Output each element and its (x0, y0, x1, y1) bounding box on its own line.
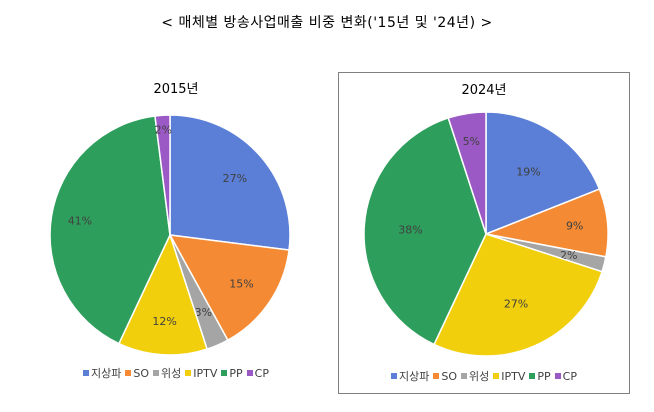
chart-title: < 매체별 방송사업매출 비중 변화('15년 및 '24년) > (161, 15, 493, 31)
legend-label: IPTV (193, 366, 218, 380)
legend-swatch (246, 370, 253, 376)
legend-item: 위성 (153, 365, 181, 381)
pie-title-2024: 2024년 (461, 83, 507, 98)
pie-slice-2024-5 (447, 111, 487, 235)
legend-item: PP (529, 369, 551, 383)
data-label-2015-3: 12% (152, 315, 176, 328)
chart-panel-2015: 2015년 27% 15% 3% 12% 41% 2% 지상파 SO 위성 IPTV PP CP (40, 72, 312, 394)
legend-item: CP (246, 366, 269, 380)
data-label-2024-0: 19% (516, 165, 540, 178)
pie-slice-2015-0 (169, 114, 291, 251)
legend-label: 지상파 (91, 367, 122, 380)
legend-swatch (153, 370, 160, 376)
data-label-2015-1: 15% (229, 278, 253, 291)
data-label-2024-5: 5% (463, 135, 480, 148)
legend-swatch (554, 373, 561, 379)
legend-label: PP (229, 366, 243, 380)
legend-label: SO (441, 369, 458, 383)
pie-slice-2015-5 (154, 114, 171, 236)
legend-swatch (529, 373, 536, 379)
legend-swatch (83, 370, 89, 376)
pie-slice-2024-3 (433, 233, 603, 357)
legend-swatch (493, 373, 500, 379)
data-label-2024-1: 9% (566, 220, 583, 233)
legend-label: SO (133, 366, 150, 380)
legend-label: CP (562, 369, 577, 383)
pie-slice-2024-4 (363, 117, 487, 346)
legend-label: PP (537, 369, 551, 383)
legend-swatch (461, 373, 468, 379)
chart-panel-2024: 2024년 19% 9% 2% 27% 38% 5% 지상파 SO 위성 IPTV PP CP (338, 72, 630, 394)
legend-2024: 지상파 SO 위성 IPTV PP CP (339, 368, 629, 384)
legend-label: IPTV (501, 369, 526, 383)
legend-swatch (391, 373, 397, 379)
legend-item: SO (125, 367, 149, 380)
legend-item: 지상파 (83, 365, 121, 381)
pie-slice-2015-1 (168, 234, 290, 342)
legend-label: 지상파 (399, 370, 430, 383)
data-label-2024-3: 27% (504, 297, 528, 310)
pie-chart-2024: 19%9%2%27%38%5% (363, 111, 609, 357)
legend-item: IPTV (493, 370, 525, 383)
legend-label: 위성 (161, 367, 182, 380)
pie-chart-2015: 27% 15% 3% 12% 41% 2% (49, 114, 291, 356)
legend-item: CP (554, 369, 577, 383)
data-label-2015-0: 27% (223, 172, 247, 185)
data-label-2015-5: 2% (155, 124, 172, 137)
pie-slice-2015-4 (49, 115, 171, 345)
legend-swatch (125, 370, 132, 376)
legend-item: PP (221, 366, 243, 380)
legend-item: IPTV (185, 367, 217, 380)
pie-slice-2015-3 (117, 232, 209, 356)
legend-swatch (433, 373, 440, 379)
data-label-2024-4: 38% (398, 223, 422, 236)
legend-2015: 지상파 SO 위성 IPTV PP CP (40, 365, 312, 381)
pie-slice-2024-0 (485, 111, 601, 236)
legend-label: CP (254, 366, 269, 380)
legend-item: SO (433, 370, 457, 383)
data-label-2015-2: 3% (195, 306, 212, 319)
legend-swatch (221, 370, 228, 376)
data-label-2015-4: 41% (68, 215, 92, 228)
legend-item: 위성 (461, 368, 489, 384)
legend-label: 위성 (469, 370, 490, 383)
legend-item: 지상파 (391, 368, 429, 384)
pie-title-2015: 2015년 (153, 82, 199, 97)
legend-swatch (185, 370, 192, 376)
